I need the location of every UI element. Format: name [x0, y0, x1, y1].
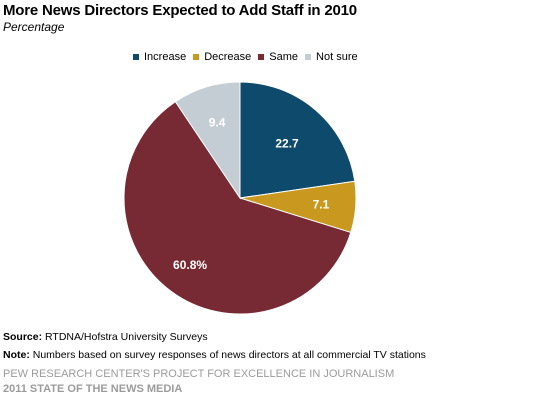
pie-label-same: 60.8%: [173, 258, 207, 272]
legend-label-not-sure: Not sure: [316, 51, 358, 63]
chart-title: More News Directors Expected to Add Staf…: [3, 2, 357, 19]
pie-label-not-sure: 9.4: [209, 116, 226, 130]
legend-swatch-increase: [133, 54, 139, 60]
credit-line-2: 2011 STATE OF THE NEWS MEDIA: [3, 383, 183, 395]
pie-label-increase: 22.7: [275, 137, 299, 151]
pie-slice-not-sure: [174, 81, 241, 200]
legend-swatch-decrease: [193, 54, 200, 60]
legend-item-decrease: Decrease: [193, 51, 251, 63]
note-text: Numbers based on survey responses of new…: [29, 349, 426, 361]
legend-swatch-not-sure: [305, 54, 312, 60]
chart-legend: Increase Decrease Same Not sure: [133, 51, 365, 63]
credit-line-1: PEW RESEARCH CENTER'S PROJECT FOR EXCELL…: [3, 368, 395, 380]
legend-label-increase: Increase: [144, 51, 187, 63]
source-line: Source: RTDNA/Hofstra University Surveys: [3, 331, 208, 343]
legend-swatch-same: [258, 54, 265, 60]
source-label: Source:: [3, 331, 43, 343]
source-text: RTDNA/Hofstra University Surveys: [42, 331, 208, 343]
legend-item-not-sure: Not sure: [305, 51, 358, 63]
legend-item-same: Same: [258, 51, 298, 63]
note-line: Note: Numbers based on survey responses …: [3, 349, 426, 361]
note-label: Note:: [3, 349, 30, 361]
pie-slice-increase: [239, 81, 356, 199]
legend-label-same: Same: [269, 51, 299, 63]
legend-item-increase: Increase: [133, 51, 186, 63]
chart-subtitle: Percentage: [3, 20, 65, 34]
pie-slice-same: [123, 100, 352, 315]
pie-label-decrease: 7.1: [313, 197, 330, 211]
legend-label-decrease: Decrease: [204, 51, 252, 63]
